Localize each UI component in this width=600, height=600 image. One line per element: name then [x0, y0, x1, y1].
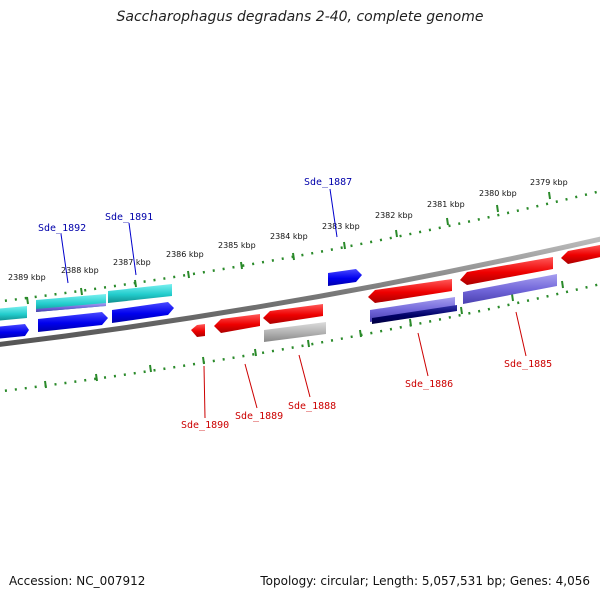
gene-label-sde-1890: Sde_1890: [181, 420, 229, 431]
reverse-features: [191, 244, 600, 342]
genome-backbone: [0, 236, 600, 347]
forward-features: [0, 269, 362, 339]
accession-text: Accession: NC_007912: [9, 574, 146, 588]
cds-reverse-arrow: [368, 279, 452, 303]
feature-gray: [264, 322, 326, 342]
cds-forward-arrow: [0, 324, 29, 339]
kbp-label: 2386 kbp: [166, 250, 204, 259]
feature-cyan: [108, 284, 172, 303]
cds-reverse-arrow: [460, 257, 553, 285]
leader-line: [203, 365, 206, 419]
leader-line: [298, 354, 311, 398]
gene-label-sde-1887: Sde_1887: [304, 177, 352, 188]
kbp-label: 2384 kbp: [270, 232, 308, 241]
kbp-label: 2380 kbp: [479, 189, 517, 198]
kbp-label: 2388 kbp: [61, 266, 99, 275]
genome-title: Saccharophagus degradans 2-40, complete …: [116, 9, 484, 25]
cds-reverse-arrow: [263, 304, 323, 324]
kbp-label: 2385 kbp: [218, 241, 256, 250]
gene-label-sde-1892: Sde_1892: [38, 223, 86, 234]
cds-forward-arrow: [38, 312, 108, 332]
kbp-label: 2387 kbp: [113, 258, 151, 267]
cds-forward-arrow: [328, 269, 362, 286]
kbp-label: 2383 kbp: [322, 222, 360, 231]
gene-label-sde-1891: Sde_1891: [105, 212, 153, 223]
gene-label-sde-1885: Sde_1885: [504, 359, 552, 370]
leader-line: [329, 188, 338, 238]
genome-summary-text: Topology: circular; Length: 5,057,531 bp…: [260, 574, 590, 588]
leader-line: [244, 363, 258, 409]
feature-lavender: [463, 274, 557, 304]
kbp-label: 2389 kbp: [8, 273, 46, 282]
cds-reverse-arrow: [191, 324, 205, 337]
kbp-label: 2382 kbp: [375, 211, 413, 220]
leader-line: [417, 332, 429, 377]
cds-reverse-arrow: [214, 314, 260, 333]
forward-gene-labels: Sde_1892 Sde_1891 Sde_1887: [38, 177, 352, 284]
cds-reverse-arrow: [561, 244, 600, 264]
outer-major-ticks: [26, 191, 551, 305]
kbp-scale-labels: 2389 kbp 2388 kbp 2387 kbp 2386 kbp 2385…: [8, 178, 568, 282]
gene-label-sde-1888: Sde_1888: [288, 401, 336, 412]
cds-forward-arrow: [112, 302, 174, 323]
inner-major-ticks: [44, 280, 564, 389]
feature-cyan: [0, 306, 27, 321]
leader-line: [515, 311, 527, 357]
feature-navy: [372, 305, 457, 324]
reverse-gene-labels: Sde_1890 Sde_1889 Sde_1888 Sde_1886 Sde_…: [181, 311, 552, 431]
gene-label-sde-1886: Sde_1886: [405, 379, 453, 390]
gene-label-sde-1889: Sde_1889: [235, 411, 283, 422]
feature-gray-bar: [36, 303, 106, 312]
leader-line: [60, 233, 69, 284]
kbp-label: 2381 kbp: [427, 200, 465, 209]
leader-line: [128, 222, 137, 276]
kbp-label: 2379 kbp: [530, 178, 568, 187]
